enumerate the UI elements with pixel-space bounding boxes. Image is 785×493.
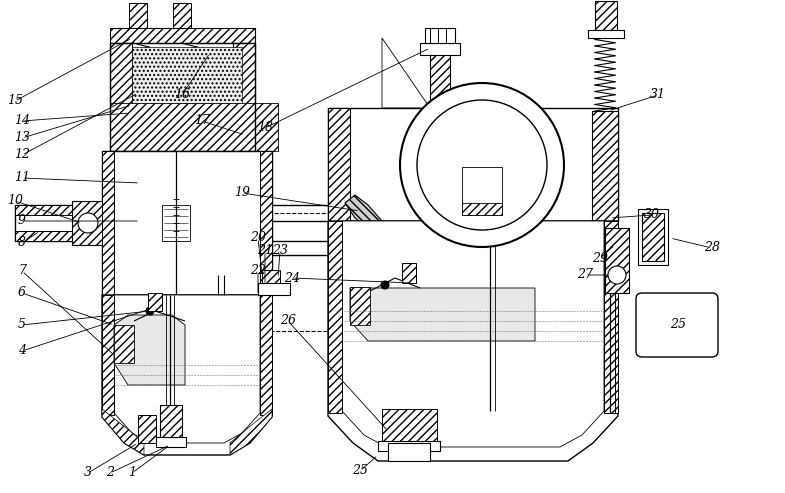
Bar: [127, 28, 149, 35]
Bar: [595, 1, 617, 33]
Text: 31: 31: [650, 89, 666, 102]
Bar: [15, 205, 102, 241]
Circle shape: [78, 213, 98, 233]
Bar: [642, 213, 664, 261]
Text: 22: 22: [250, 265, 266, 278]
Bar: [350, 287, 370, 325]
Text: 29: 29: [592, 251, 608, 265]
Circle shape: [417, 100, 547, 230]
Text: 21: 21: [257, 245, 273, 257]
Text: 25: 25: [670, 318, 686, 331]
Bar: [148, 293, 162, 311]
Bar: [171, 28, 193, 35]
Bar: [378, 441, 440, 451]
Text: 16: 16: [174, 89, 190, 102]
Bar: [260, 295, 272, 415]
Bar: [114, 325, 134, 363]
Bar: [604, 221, 618, 413]
Text: 3: 3: [84, 466, 92, 480]
Text: 27: 27: [577, 269, 593, 282]
Bar: [262, 270, 280, 288]
Text: 20: 20: [250, 232, 266, 245]
Bar: [462, 167, 502, 215]
Bar: [102, 151, 114, 295]
Circle shape: [400, 83, 564, 247]
Text: 24: 24: [284, 272, 300, 284]
Bar: [173, 3, 191, 31]
Bar: [258, 283, 290, 295]
Text: 17: 17: [194, 114, 210, 128]
Polygon shape: [102, 295, 272, 455]
Bar: [138, 415, 156, 443]
Text: 11: 11: [14, 172, 30, 184]
Bar: [382, 409, 437, 447]
Text: 23: 23: [272, 245, 288, 257]
Circle shape: [608, 266, 626, 284]
Polygon shape: [350, 288, 535, 341]
Text: 25: 25: [352, 464, 368, 478]
Bar: [110, 28, 255, 43]
Bar: [233, 43, 255, 151]
Text: 19: 19: [234, 186, 250, 200]
Bar: [132, 47, 242, 105]
Polygon shape: [102, 409, 144, 455]
Bar: [420, 43, 460, 55]
FancyBboxPatch shape: [636, 293, 718, 357]
Bar: [15, 205, 102, 215]
Bar: [388, 443, 430, 461]
Text: 30: 30: [644, 209, 660, 221]
Polygon shape: [114, 315, 185, 385]
Text: 4: 4: [18, 345, 26, 357]
Bar: [162, 205, 190, 241]
Circle shape: [146, 307, 154, 315]
Bar: [102, 151, 272, 295]
Text: 26: 26: [280, 315, 296, 327]
Bar: [180, 89, 198, 151]
Bar: [72, 201, 104, 245]
Text: 2: 2: [106, 466, 114, 480]
Bar: [129, 3, 147, 31]
Bar: [260, 151, 272, 295]
Polygon shape: [230, 409, 272, 455]
Bar: [588, 30, 624, 38]
Text: 8: 8: [18, 237, 26, 249]
Bar: [592, 111, 618, 221]
Text: 6: 6: [18, 286, 26, 300]
Text: 12: 12: [14, 148, 30, 162]
Bar: [462, 203, 502, 215]
Circle shape: [381, 281, 389, 289]
Bar: [102, 295, 114, 415]
Polygon shape: [114, 295, 260, 443]
Text: 1: 1: [128, 466, 136, 480]
Text: 28: 28: [704, 242, 720, 254]
Polygon shape: [328, 221, 618, 461]
Bar: [328, 221, 342, 413]
Polygon shape: [345, 195, 382, 231]
Text: 9: 9: [18, 214, 26, 227]
Bar: [402, 263, 416, 283]
Bar: [258, 213, 480, 331]
Bar: [110, 43, 132, 151]
Bar: [605, 228, 629, 293]
Bar: [156, 437, 186, 447]
Bar: [328, 108, 350, 221]
Text: 5: 5: [18, 318, 26, 331]
Text: 14: 14: [14, 114, 30, 128]
Polygon shape: [342, 221, 604, 447]
Bar: [638, 209, 668, 265]
Bar: [15, 231, 102, 241]
Bar: [425, 28, 455, 43]
Text: 10: 10: [7, 195, 23, 208]
Bar: [110, 43, 255, 151]
Text: 7: 7: [18, 265, 26, 278]
Bar: [328, 108, 618, 221]
Bar: [110, 103, 278, 151]
Bar: [430, 48, 450, 108]
Text: 15: 15: [7, 95, 23, 107]
Bar: [160, 405, 182, 443]
Text: 13: 13: [14, 132, 30, 144]
Bar: [132, 89, 150, 151]
Text: 18: 18: [257, 121, 273, 135]
